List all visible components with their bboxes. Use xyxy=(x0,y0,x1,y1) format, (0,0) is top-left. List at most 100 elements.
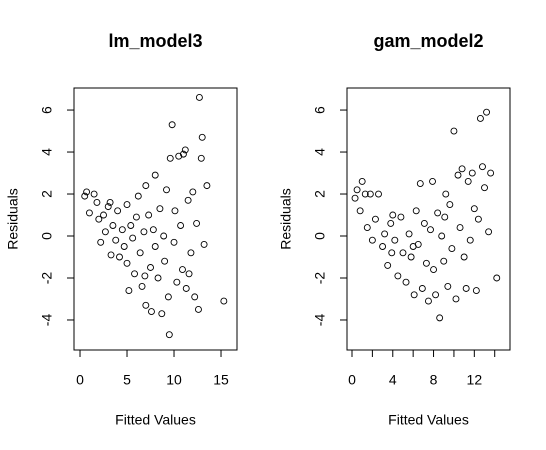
point xyxy=(163,186,170,194)
point xyxy=(154,274,162,282)
point xyxy=(120,243,128,250)
point xyxy=(418,285,426,292)
point xyxy=(220,297,228,305)
point xyxy=(483,108,491,116)
point xyxy=(195,306,202,313)
point xyxy=(173,278,181,286)
y-tick-label: 2 xyxy=(312,190,328,198)
point xyxy=(151,243,159,250)
point xyxy=(487,169,495,177)
point xyxy=(375,190,382,198)
point xyxy=(438,232,446,240)
point xyxy=(353,186,361,194)
point xyxy=(170,238,178,246)
point xyxy=(179,266,186,274)
chart-title: lm_model3 xyxy=(108,31,202,51)
point xyxy=(424,297,432,305)
x-axis-label: Fitted Values xyxy=(115,412,196,428)
point xyxy=(351,194,359,202)
point xyxy=(132,213,140,221)
point xyxy=(149,226,157,234)
point xyxy=(479,163,486,171)
point xyxy=(100,211,107,219)
y-tick-label: -2 xyxy=(39,272,55,285)
point xyxy=(394,272,402,280)
x-tick-label: 8 xyxy=(430,372,438,388)
point xyxy=(197,154,205,162)
point xyxy=(191,293,199,301)
point xyxy=(114,207,122,215)
point xyxy=(151,171,159,179)
point xyxy=(427,226,434,234)
point xyxy=(147,264,154,271)
point xyxy=(422,259,430,267)
point xyxy=(410,291,418,299)
y-tick-label: 6 xyxy=(312,106,328,114)
point xyxy=(387,219,395,227)
point xyxy=(182,285,190,292)
point xyxy=(171,207,179,215)
point xyxy=(106,198,114,206)
point xyxy=(140,228,148,236)
point xyxy=(148,308,155,316)
x-tick-label: 5 xyxy=(123,372,131,388)
point xyxy=(123,259,131,267)
point xyxy=(368,236,376,244)
point xyxy=(185,270,193,278)
point xyxy=(131,270,138,278)
point xyxy=(470,205,478,213)
point xyxy=(397,213,405,221)
point xyxy=(125,287,133,295)
point xyxy=(412,207,420,215)
point xyxy=(450,127,458,135)
point xyxy=(97,238,105,246)
point xyxy=(142,182,150,190)
plot-frame xyxy=(73,87,238,351)
point xyxy=(446,201,454,208)
point xyxy=(458,165,466,173)
y-tick-label: 4 xyxy=(312,148,328,156)
point xyxy=(129,234,137,242)
point xyxy=(109,222,117,229)
point xyxy=(187,249,195,257)
point xyxy=(118,226,126,234)
point xyxy=(112,236,120,244)
point xyxy=(134,192,142,200)
point xyxy=(379,243,387,250)
y-tick-label: -4 xyxy=(39,314,55,327)
point xyxy=(142,301,150,309)
point xyxy=(485,228,493,236)
point xyxy=(466,236,474,244)
chart-title: gam_model2 xyxy=(373,31,483,51)
point xyxy=(420,219,428,227)
y-tick-label: 6 xyxy=(39,106,55,114)
point xyxy=(476,114,484,122)
point xyxy=(456,224,464,232)
x-tick-label: 12 xyxy=(467,372,483,388)
x-tick-label: 15 xyxy=(213,372,229,388)
point xyxy=(391,236,399,244)
point xyxy=(200,240,208,248)
point xyxy=(493,274,501,282)
point xyxy=(104,203,112,211)
point xyxy=(161,257,169,265)
point xyxy=(166,154,174,162)
point xyxy=(168,121,176,129)
point xyxy=(189,188,197,196)
point xyxy=(430,266,437,274)
point xyxy=(164,293,172,301)
point xyxy=(193,219,201,227)
point xyxy=(160,232,168,240)
x-tick-label: 4 xyxy=(389,372,397,388)
plot-frame xyxy=(346,87,511,351)
point xyxy=(416,180,424,187)
point xyxy=(95,215,103,223)
point xyxy=(388,249,396,257)
point xyxy=(441,213,449,221)
y-tick-label: -2 xyxy=(312,272,328,285)
y-tick-label: 0 xyxy=(39,232,55,240)
point xyxy=(93,198,101,206)
point xyxy=(177,222,185,229)
